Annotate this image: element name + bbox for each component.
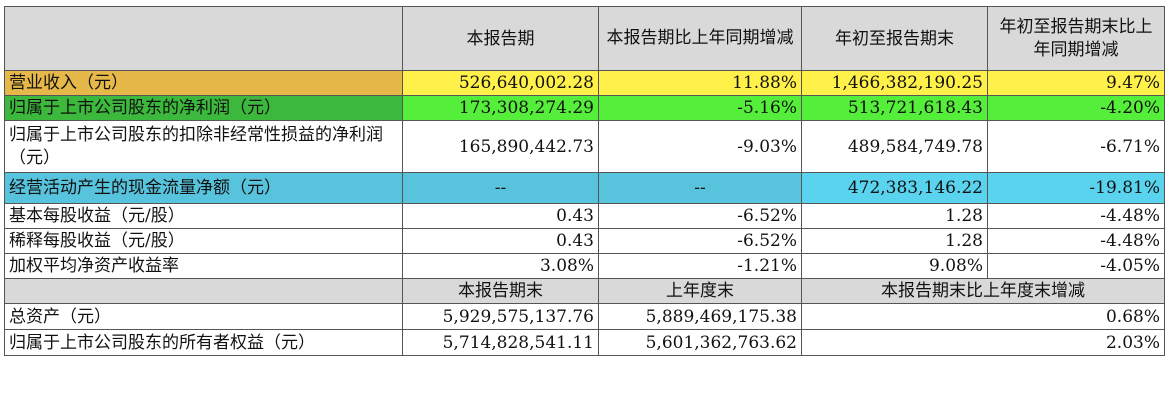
table-row-net-profit-excl: 归属于上市公司股东的扣除非经常性损益的净利润（元） 165,890,442.73… <box>4 120 1165 173</box>
row-label: 经营活动产生的现金流量净额（元） <box>4 172 403 204</box>
row-label: 总资产（元） <box>4 303 403 330</box>
ytd-yoy-value: -4.20% <box>987 95 1165 121</box>
row-label: 加权平均净资产收益率 <box>4 253 403 279</box>
current-yoy-value: -- <box>598 172 802 204</box>
period-end-value: 5,929,575,137.76 <box>402 303 599 330</box>
current-value: 173,308,274.29 <box>402 95 599 121</box>
current-value: 0.43 <box>402 228 599 254</box>
ytd-value: 472,383,146.22 <box>801 172 988 204</box>
ytd-yoy-value: -4.05% <box>987 253 1165 279</box>
current-yoy-value: -6.52% <box>598 228 802 254</box>
header-current-period-yoy: 本报告期比上年同期增减 <box>598 6 802 71</box>
ytd-yoy-value: -19.81% <box>987 172 1165 204</box>
current-value: 526,640,002.28 <box>402 70 599 96</box>
row-label: 稀释每股收益（元/股） <box>4 228 403 254</box>
subheader-change: 本报告期末比上年度末增减 <box>801 278 1165 304</box>
current-yoy-value: -1.21% <box>598 253 802 279</box>
current-value: -- <box>402 172 599 204</box>
table-row-diluted-eps: 稀释每股收益（元/股） 0.43 -6.52% 1.28 -4.48% <box>4 228 1165 254</box>
change-value: 2.03% <box>801 329 1165 356</box>
row-label: 营业收入（元） <box>4 70 403 96</box>
prior-year-end-value: 5,601,362,763.62 <box>598 329 802 356</box>
table-header-row: 本报告期 本报告期比上年同期增减 年初至报告期末 年初至报告期末比上年同期增减 <box>4 6 1165 71</box>
table-row-revenue: 营业收入（元） 526,640,002.28 11.88% 1,466,382,… <box>4 70 1165 96</box>
header-current-period: 本报告期 <box>402 6 599 71</box>
ytd-yoy-value: 9.47% <box>987 70 1165 96</box>
ytd-value: 489,584,749.78 <box>801 120 988 173</box>
table-row-equity: 归属于上市公司股东的所有者权益（元） 5,714,828,541.11 5,60… <box>4 329 1165 356</box>
current-yoy-value: -5.16% <box>598 95 802 121</box>
ytd-value: 513,721,618.43 <box>801 95 988 121</box>
row-label: 基本每股收益（元/股） <box>4 203 403 229</box>
ytd-value: 1,466,382,190.25 <box>801 70 988 96</box>
financial-summary-table: 本报告期 本报告期比上年同期增减 年初至报告期末 年初至报告期末比上年同期增减 … <box>4 6 1165 356</box>
row-label: 归属于上市公司股东的净利润（元） <box>4 95 403 121</box>
ytd-value: 1.28 <box>801 203 988 229</box>
table-row-total-assets: 总资产（元） 5,929,575,137.76 5,889,469,175.38… <box>4 303 1165 330</box>
ytd-yoy-value: -4.48% <box>987 203 1165 229</box>
current-yoy-value: -6.52% <box>598 203 802 229</box>
ytd-yoy-value: -4.48% <box>987 228 1165 254</box>
row-label: 归属于上市公司股东的扣除非经常性损益的净利润（元） <box>4 120 403 173</box>
table-row-net-profit: 归属于上市公司股东的净利润（元） 173,308,274.29 -5.16% 5… <box>4 95 1165 121</box>
subheader-period-end: 本报告期末 <box>402 278 599 304</box>
table-row-basic-eps: 基本每股收益（元/股） 0.43 -6.52% 1.28 -4.48% <box>4 203 1165 229</box>
change-value: 0.68% <box>801 303 1165 330</box>
current-yoy-value: -9.03% <box>598 120 802 173</box>
header-blank-cell <box>4 6 403 71</box>
current-value: 3.08% <box>402 253 599 279</box>
row-label: 归属于上市公司股东的所有者权益（元） <box>4 329 403 356</box>
ytd-value: 1.28 <box>801 228 988 254</box>
subheader-prior-year-end: 上年度末 <box>598 278 802 304</box>
table-row-roe: 加权平均净资产收益率 3.08% -1.21% 9.08% -4.05% <box>4 253 1165 279</box>
current-yoy-value: 11.88% <box>598 70 802 96</box>
header-ytd-yoy: 年初至报告期末比上年同期增减 <box>987 6 1165 71</box>
current-value: 165,890,442.73 <box>402 120 599 173</box>
header-ytd: 年初至报告期末 <box>801 6 988 71</box>
ytd-yoy-value: -6.71% <box>987 120 1165 173</box>
table-subheader-row: 本报告期末 上年度末 本报告期末比上年度末增减 <box>4 278 1165 304</box>
subheader-blank-cell <box>4 278 403 304</box>
current-value: 0.43 <box>402 203 599 229</box>
ytd-value: 9.08% <box>801 253 988 279</box>
prior-year-end-value: 5,889,469,175.38 <box>598 303 802 330</box>
table-row-cash-flow: 经营活动产生的现金流量净额（元） -- -- 472,383,146.22 -1… <box>4 172 1165 204</box>
period-end-value: 5,714,828,541.11 <box>402 329 599 356</box>
